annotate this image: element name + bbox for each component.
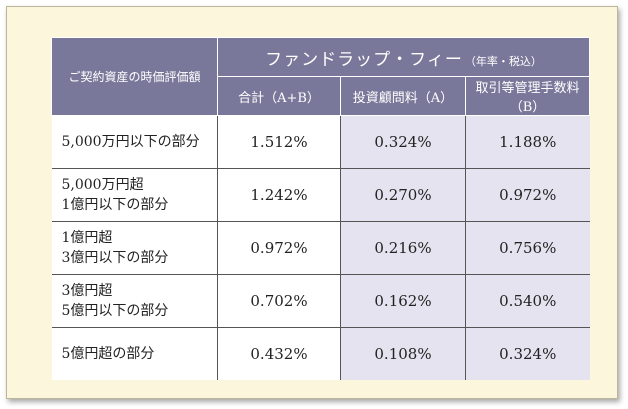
table-row: 1億円超 3億円以下の部分 0.972% 0.216% 0.756% <box>51 221 590 275</box>
management-fee-cell: 0.756% <box>465 221 590 275</box>
total-fee-cell: 0.702% <box>217 274 341 328</box>
total-fee-cell: 0.972% <box>217 221 341 275</box>
fee-panel: ご契約資産の時価評価額 ファンドラップ・フィー （年率・税込） 合計（A+B） 投… <box>6 6 618 399</box>
row-label: 1億円超 3億円以下の部分 <box>51 221 218 275</box>
table-row: 3億円超 5億円以下の部分 0.702% 0.162% 0.540% <box>51 274 590 328</box>
management-fee-cell: 0.324% <box>465 327 590 380</box>
row-label: 5億円超の部分 <box>51 327 218 380</box>
advisory-fee-cell: 0.216% <box>340 221 466 275</box>
fund-wrap-fee-header: ファンドラップ・フィー （年率・税込） <box>217 37 590 77</box>
fee-annual-note: （年率・税込） <box>464 54 542 68</box>
fee-table: ご契約資産の時価評価額 ファンドラップ・フィー （年率・税込） 合計（A+B） 投… <box>51 37 590 380</box>
fund-wrap-fee-title: ファンドラップ・フィー <box>265 49 463 70</box>
advisory-fee-cell: 0.162% <box>340 274 466 328</box>
row-label: 5,000万円以下の部分 <box>51 115 218 169</box>
table-row: 5,000万円以下の部分 1.512% 0.324% 1.188% <box>51 115 590 169</box>
management-fee-header: 取引等管理手数料（B） <box>465 76 590 116</box>
row-label: 5,000万円超 1億円以下の部分 <box>51 168 218 222</box>
advisory-fee-cell: 0.270% <box>340 168 466 222</box>
row-label: 3億円超 5億円以下の部分 <box>51 274 218 328</box>
total-fee-cell: 1.512% <box>217 115 341 169</box>
advisory-fee-cell: 0.108% <box>340 327 466 380</box>
table-row: 5,000万円超 1億円以下の部分 1.242% 0.270% 0.972% <box>51 168 590 222</box>
total-fee-header: 合計（A+B） <box>217 76 341 116</box>
advisory-fee-header: 投資顧問料（A） <box>340 76 466 116</box>
management-fee-cell: 1.188% <box>465 115 590 169</box>
management-fee-cell: 0.540% <box>465 274 590 328</box>
asset-value-header: ご契約資産の時価評価額 <box>51 37 218 116</box>
total-fee-cell: 0.432% <box>217 327 341 380</box>
advisory-fee-cell: 0.324% <box>340 115 466 169</box>
management-fee-cell: 0.972% <box>465 168 590 222</box>
total-fee-cell: 1.242% <box>217 168 341 222</box>
table-row: 5億円超の部分 0.432% 0.108% 0.324% <box>51 327 590 380</box>
